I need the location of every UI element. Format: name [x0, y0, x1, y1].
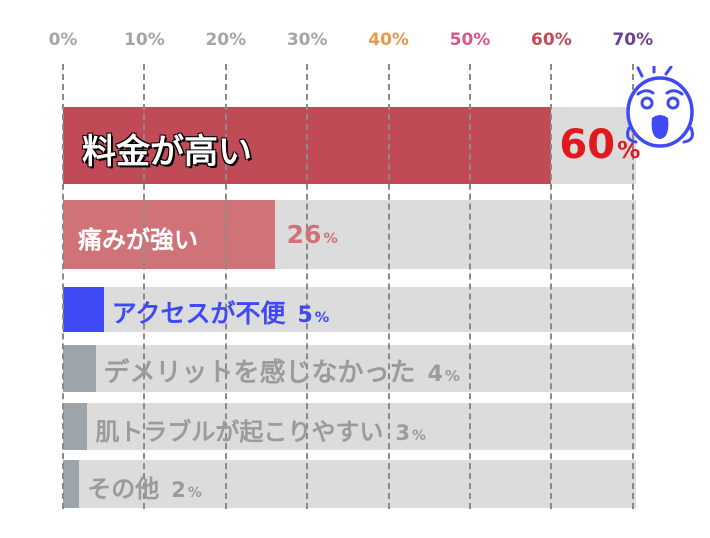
gridline [306, 64, 309, 509]
percent-sign: % [444, 367, 460, 386]
value-label: 26% [287, 220, 338, 249]
bar [63, 200, 275, 269]
value-number: 4 [427, 362, 443, 388]
percent-sign: % [412, 427, 426, 444]
percent-sign: % [187, 485, 202, 502]
x-tick-label: 70% [612, 30, 654, 50]
gridline [387, 64, 390, 509]
value-number: 3 [395, 420, 411, 445]
shocked-face-icon [626, 66, 694, 148]
gridline [62, 64, 64, 509]
x-tick-label: 60% [531, 30, 572, 50]
value-number: 60 [559, 121, 616, 168]
bar-track [63, 460, 636, 508]
category-label: 肌トラブルが起こりやすい 3% [95, 412, 426, 447]
percent-sign: % [323, 230, 338, 247]
value-number: 2 [171, 478, 186, 503]
bar-track [63, 345, 636, 392]
category-label: 料金が高い [82, 132, 252, 173]
x-tick-label: 10% [124, 30, 165, 50]
x-tick-label: 20% [205, 30, 247, 50]
category-label: デメリットを感じなかった 4% [104, 352, 460, 389]
category-label: アクセスが不便 5% [112, 294, 330, 330]
gridline [550, 64, 553, 509]
category-label: 痛みが強い [78, 225, 198, 254]
bar [63, 460, 80, 508]
category-label: その他 2% [87, 469, 202, 504]
gridline [224, 64, 227, 509]
category-text: アクセスが不便 [111, 299, 286, 328]
bar [63, 287, 104, 332]
percent-sign: % [314, 310, 330, 326]
x-tick-label: 50% [449, 30, 491, 50]
gridline [631, 64, 634, 509]
x-tick-label: 40% [368, 30, 409, 50]
bar-track [63, 287, 636, 332]
category-text: その他 [87, 475, 160, 504]
x-tick-label: 30% [286, 30, 328, 50]
value-label: 60% [559, 122, 640, 168]
x-tick-label: 0% [48, 30, 78, 50]
bar [63, 403, 88, 450]
percent-sign: % [617, 136, 641, 164]
value-number: 5 [297, 303, 313, 328]
bar-track [63, 403, 636, 450]
gridline [143, 64, 146, 509]
category-text: デメリットを感じなかった [103, 358, 416, 389]
bar [63, 345, 96, 392]
gridline [469, 64, 471, 509]
value-number: 26 [286, 219, 322, 249]
category-text: 肌トラブルが起こりやすい [95, 417, 384, 446]
